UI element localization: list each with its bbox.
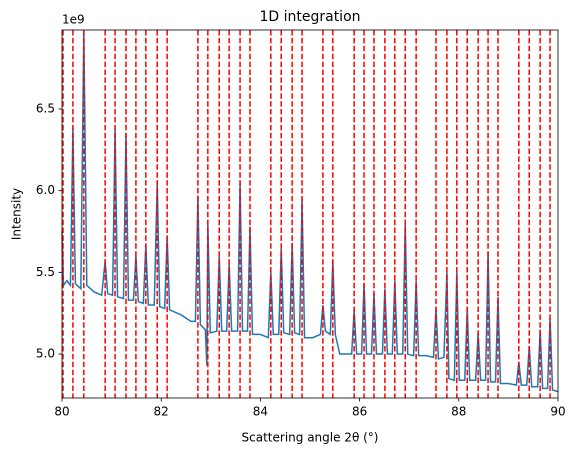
chart-title: 1D integration: [259, 9, 360, 25]
y-tick-label: 6.0: [36, 183, 55, 197]
x-axis-label: Scattering angle 2θ (°): [242, 431, 379, 445]
x-tick-label: 80: [54, 405, 69, 419]
x-tick-label: 88: [451, 405, 466, 419]
x-tick-label: 82: [154, 405, 169, 419]
y-tick-label: 6.5: [36, 101, 55, 115]
x-tick-label: 84: [253, 405, 268, 419]
plot-frame: [61, 29, 559, 399]
y-tick-label: 5.5: [36, 265, 55, 279]
x-tick-label: 90: [550, 405, 565, 419]
y-tick-label: 5.0: [36, 347, 55, 361]
data-line: [61, 30, 559, 393]
x-tick-label: 86: [352, 405, 367, 419]
y-offset-text: 1e9: [62, 13, 85, 27]
y-axis-label: Intensity: [10, 188, 24, 240]
